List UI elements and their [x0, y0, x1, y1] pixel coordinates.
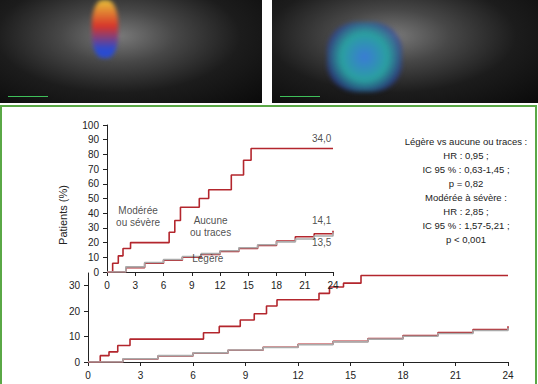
svg-text:0: 0	[74, 357, 80, 368]
svg-text:6: 6	[190, 370, 196, 381]
svg-text:20: 20	[88, 237, 100, 248]
svg-text:0: 0	[85, 370, 91, 381]
svg-text:30: 30	[69, 280, 81, 291]
svg-text:ou traces: ou traces	[190, 227, 231, 238]
svg-text:HR : 2,85 ;: HR : 2,85 ;	[443, 206, 488, 217]
svg-text:18: 18	[271, 280, 283, 291]
svg-text:90: 90	[88, 134, 100, 145]
svg-text:0: 0	[93, 267, 99, 278]
svg-text:Légère: Légère	[192, 253, 224, 264]
svg-text:14,1: 14,1	[312, 215, 332, 226]
svg-text:21: 21	[299, 280, 311, 291]
svg-text:100: 100	[82, 120, 99, 131]
svg-text:9: 9	[243, 370, 249, 381]
svg-text:10: 10	[88, 252, 100, 263]
svg-text:0: 0	[104, 280, 110, 291]
svg-text:Patients (%): Patients (%)	[57, 185, 69, 245]
svg-text:12: 12	[214, 280, 226, 291]
svg-text:p < 0,001: p < 0,001	[446, 234, 486, 245]
svg-text:3: 3	[132, 280, 138, 291]
svg-text:3: 3	[138, 370, 144, 381]
svg-text:15: 15	[345, 370, 357, 381]
svg-text:21: 21	[450, 370, 462, 381]
svg-text:6: 6	[161, 280, 167, 291]
svg-text:24: 24	[502, 370, 514, 381]
svg-text:Aucune: Aucune	[194, 215, 228, 226]
svg-text:60: 60	[88, 178, 100, 189]
svg-text:IC 95 % : 1,57-5,21 ;: IC 95 % : 1,57-5,21 ;	[422, 220, 509, 231]
svg-text:15: 15	[243, 280, 255, 291]
svg-text:p = 0,82: p = 0,82	[449, 178, 484, 189]
svg-text:Modérée à sévère :: Modérée à sévère :	[425, 192, 507, 203]
svg-text:30: 30	[88, 222, 100, 233]
svg-text:12: 12	[292, 370, 304, 381]
svg-text:24: 24	[327, 280, 339, 291]
svg-text:HR : 0,95 ;: HR : 0,95 ;	[443, 150, 488, 161]
svg-text:70: 70	[88, 164, 100, 175]
svg-text:Légère vs aucune ou traces :: Légère vs aucune ou traces :	[405, 136, 528, 147]
svg-text:13,5: 13,5	[312, 237, 332, 248]
svg-text:9: 9	[189, 280, 195, 291]
svg-text:10: 10	[69, 331, 81, 342]
svg-text:18: 18	[397, 370, 409, 381]
svg-text:40: 40	[88, 208, 100, 219]
svg-text:80: 80	[88, 149, 100, 160]
svg-text:ou sévère: ou sévère	[116, 217, 160, 228]
svg-text:34,0: 34,0	[312, 133, 332, 144]
svg-text:IC 95 % : 0,63-1,45 ;: IC 95 % : 0,63-1,45 ;	[422, 164, 509, 175]
svg-text:20: 20	[69, 306, 81, 317]
svg-text:50: 50	[88, 193, 100, 204]
svg-text:Modérée: Modérée	[118, 205, 158, 216]
